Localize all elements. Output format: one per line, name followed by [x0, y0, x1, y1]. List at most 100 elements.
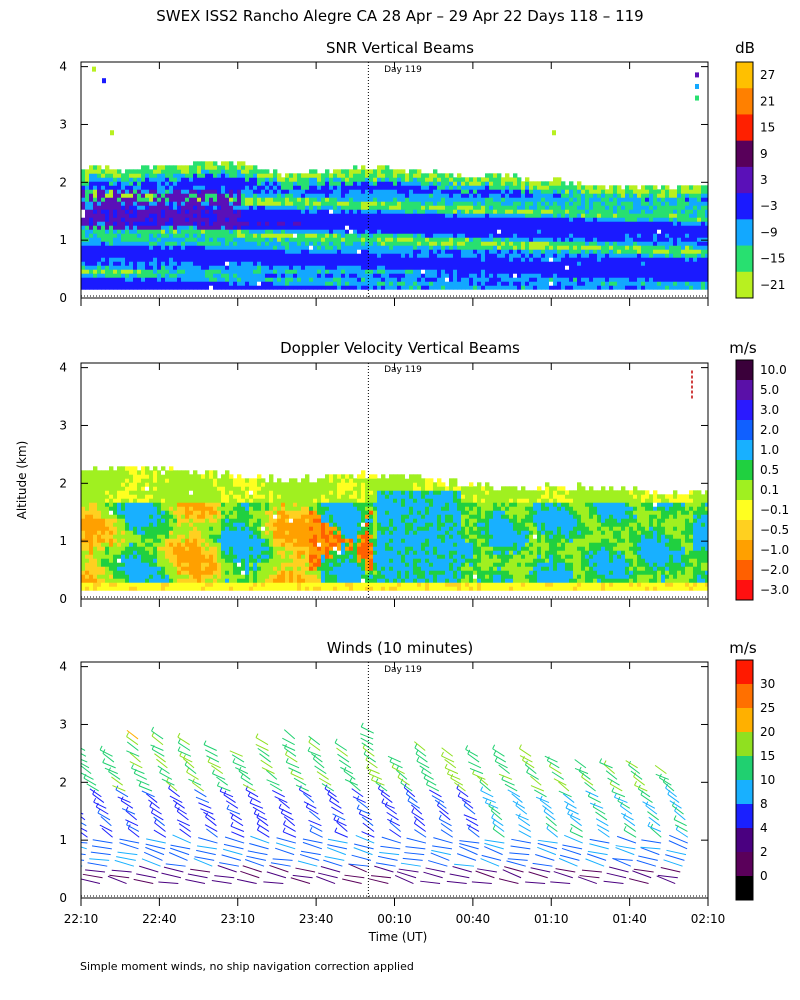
snr-cell — [573, 225, 578, 230]
snr-cell — [181, 225, 186, 230]
snr-cell — [429, 181, 434, 186]
snr-cell — [145, 285, 150, 290]
snr-cell — [301, 249, 306, 254]
snr-cell — [141, 173, 146, 178]
snr-cell — [573, 217, 578, 222]
snr-cell — [645, 277, 650, 282]
snr-cell — [285, 201, 290, 206]
snr-cell — [533, 273, 538, 278]
snr-cell — [393, 265, 398, 270]
snr-cell — [609, 253, 614, 258]
snr-cell — [549, 245, 554, 250]
snr-cell — [489, 269, 494, 274]
snr-cell — [577, 285, 582, 290]
snr-cell — [661, 193, 666, 198]
snr-cell — [189, 285, 194, 290]
snr-cell — [633, 273, 638, 278]
snr-cell — [665, 213, 670, 218]
snr-cell — [333, 277, 338, 282]
snr-cell — [281, 265, 286, 270]
snr-cell — [477, 281, 482, 286]
snr-cell — [297, 237, 302, 242]
snr-cell — [245, 221, 250, 226]
snr-cell — [385, 181, 390, 186]
snr-cell — [581, 249, 586, 254]
snr-cell — [157, 197, 162, 202]
snr-cell — [205, 217, 210, 222]
snr-cell — [681, 245, 686, 250]
snr-cell — [685, 197, 690, 202]
snr-cell — [413, 221, 418, 226]
snr-cell — [589, 253, 594, 258]
snr-cell — [317, 273, 322, 278]
snr-cell — [337, 237, 342, 242]
snr-cell — [161, 209, 166, 214]
snr-cell — [481, 237, 486, 242]
snr-cell — [333, 201, 338, 206]
snr-cell — [609, 281, 614, 286]
snr-cell — [177, 209, 182, 214]
snr-cell — [641, 217, 646, 222]
snr-cell — [141, 165, 146, 170]
snr-cell — [397, 261, 402, 266]
snr-cell — [617, 273, 622, 278]
snr-cell — [317, 281, 322, 286]
snr-cell — [109, 265, 114, 270]
snr-cell — [437, 261, 442, 266]
snr-cell — [445, 261, 450, 266]
snr-cell — [489, 193, 494, 198]
snr-cell — [533, 205, 538, 210]
snr-cell — [177, 273, 182, 278]
snr-cell — [585, 189, 590, 194]
snr-cell — [393, 245, 398, 250]
snr-cell — [681, 249, 686, 254]
snr-cell — [545, 253, 550, 258]
snr-cell — [81, 249, 86, 254]
snr-cell — [189, 177, 194, 182]
snr-cell — [613, 257, 618, 262]
snr-cell — [145, 165, 150, 170]
snr-cell — [229, 177, 234, 182]
snr-cell — [317, 241, 322, 246]
snr-cell — [201, 197, 206, 202]
snr-cell — [141, 221, 146, 226]
snr-cell — [277, 285, 282, 290]
snr-cell — [177, 185, 182, 190]
doppler-cell — [85, 562, 90, 567]
snr-cell — [365, 237, 370, 242]
snr-cell — [569, 181, 574, 186]
snr-cell — [261, 245, 266, 250]
snr-cell — [181, 253, 186, 258]
snr-cell — [257, 273, 262, 278]
snr-cell — [445, 209, 450, 214]
snr-cell — [173, 209, 178, 214]
snr-cell — [273, 173, 278, 178]
snr-cell — [457, 237, 462, 242]
doppler-cell — [97, 502, 102, 507]
doppler-cell — [85, 482, 90, 487]
snr-cell — [437, 185, 442, 190]
snr-cell — [457, 217, 462, 222]
snr-cell — [209, 265, 214, 270]
snr-cell — [189, 217, 194, 222]
snr-cell — [633, 245, 638, 250]
snr-cell — [477, 285, 482, 290]
snr-cell — [129, 233, 134, 238]
snr-cell — [369, 201, 374, 206]
snr-cell — [501, 209, 506, 214]
snr-cell — [701, 213, 706, 218]
snr-cell — [381, 185, 386, 190]
snr-cell — [89, 229, 94, 234]
snr-cell — [81, 193, 86, 198]
snr-cell — [201, 277, 206, 282]
snr-cell — [437, 285, 442, 290]
snr-cell — [469, 277, 474, 282]
snr-cell — [253, 185, 258, 190]
snr-cell — [321, 233, 326, 238]
snr-cell — [341, 277, 346, 282]
snr-cell — [457, 197, 462, 202]
snr-cell — [153, 217, 158, 222]
snr-cell — [129, 225, 134, 230]
snr-cell — [673, 217, 678, 222]
snr-cell — [461, 269, 466, 274]
